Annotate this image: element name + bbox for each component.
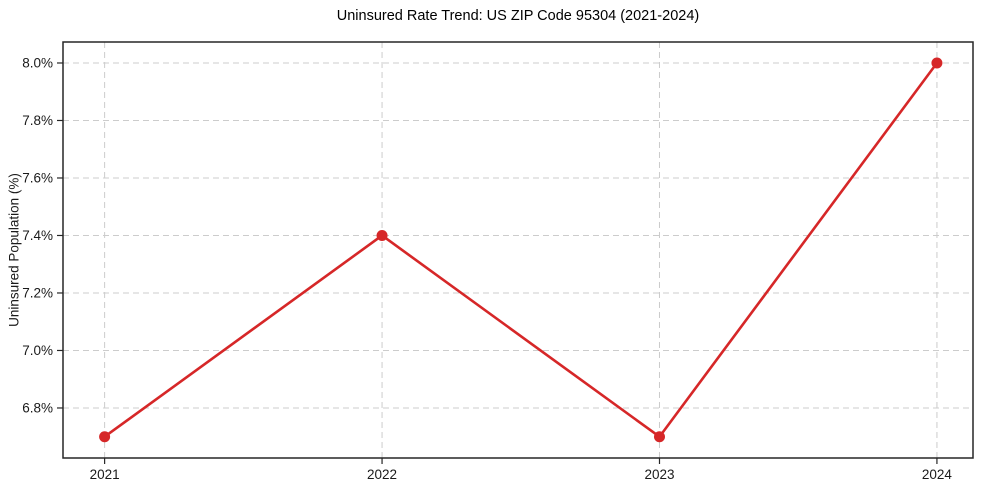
x-tick-label: 2024 (922, 467, 953, 482)
y-tick-label: 7.0% (22, 343, 53, 358)
x-tick-label: 2021 (90, 467, 120, 482)
data-point (653, 431, 665, 443)
chart-title: Uninsured Rate Trend: US ZIP Code 95304 … (336, 8, 700, 24)
y-tick-label: 7.2% (22, 285, 53, 300)
y-tick-label: 8.0% (22, 55, 53, 70)
y-tick-label: 7.8% (22, 113, 53, 128)
data-point (99, 431, 111, 443)
y-tick-label: 7.6% (22, 170, 53, 185)
y-tick-label: 7.4% (22, 228, 53, 243)
plot-border (62, 41, 974, 459)
x-tick-label: 2022 (367, 467, 397, 482)
y-tick-label: 6.8% (22, 400, 53, 415)
x-tick-label: 2023 (644, 467, 674, 482)
trend-line (103, 61, 939, 439)
data-point (376, 229, 388, 241)
data-point (931, 57, 943, 69)
